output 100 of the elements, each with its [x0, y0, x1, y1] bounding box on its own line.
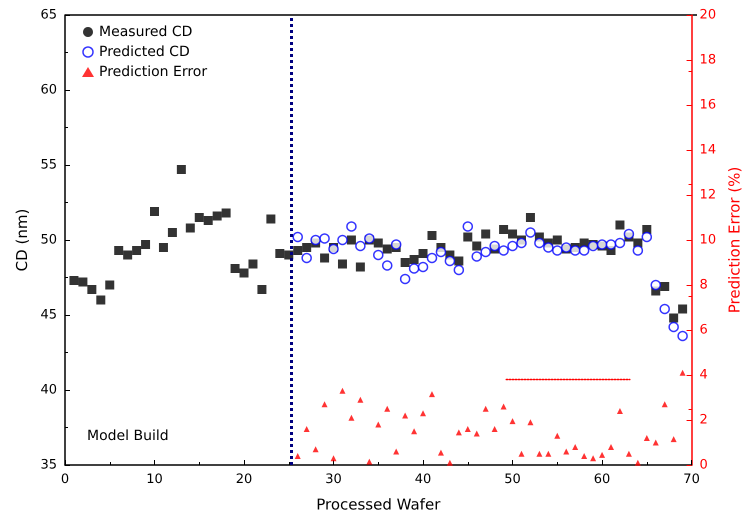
point: [578, 245, 590, 256]
point: [572, 444, 578, 450]
point: [545, 450, 552, 457]
point: [471, 251, 482, 262]
point: [426, 252, 438, 264]
point: [444, 256, 456, 266]
y2-axis-title: Prediction Error (%): [726, 166, 744, 314]
point: [373, 250, 384, 260]
point: [507, 240, 518, 252]
point: [581, 453, 588, 459]
annotation: Model Build: [87, 428, 169, 444]
x-tick-label: 70: [683, 472, 700, 487]
point: [680, 370, 686, 376]
legend-label: Prediction Error: [99, 64, 208, 80]
point: [642, 232, 652, 242]
point: [489, 240, 500, 252]
x-axis-title: Processed Wafer: [316, 496, 442, 514]
point: [552, 245, 563, 256]
y-tick-label: 60: [40, 82, 57, 98]
point: [570, 245, 580, 256]
point: [662, 401, 668, 408]
point: [596, 239, 608, 250]
point: [375, 422, 382, 428]
point: [402, 412, 408, 418]
y2-tick-label: 2: [700, 412, 708, 428]
point: [659, 304, 670, 314]
point: [390, 239, 402, 250]
point: [561, 242, 572, 253]
y2-tick-label: 16: [700, 98, 716, 112]
point: [599, 452, 606, 458]
y2-tick-label: 12: [700, 188, 716, 202]
x-tick-label: 40: [414, 472, 432, 487]
point: [366, 458, 372, 465]
point: [677, 330, 688, 342]
y2-tick-label: 10: [700, 232, 716, 248]
point: [588, 240, 598, 252]
point: [355, 240, 366, 252]
point: [616, 408, 623, 414]
point: [418, 262, 428, 272]
point: [382, 260, 392, 271]
point: [428, 391, 435, 398]
point: [518, 450, 524, 457]
y-tick-label: 45: [40, 308, 57, 322]
point: [510, 418, 516, 424]
point: [482, 406, 489, 412]
y2-tick-label: 0: [700, 458, 708, 472]
x-tick-label: 50: [504, 472, 521, 487]
x-tick-label: 20: [236, 472, 252, 487]
point: [644, 435, 650, 441]
y-tick-label: 40: [40, 382, 57, 398]
x-tick-label: 10: [146, 472, 163, 487]
point: [650, 280, 662, 290]
y2-tick-label: 8: [700, 278, 708, 292]
point: [319, 233, 330, 244]
y2-tick-label: 20: [700, 8, 716, 22]
point: [462, 221, 474, 232]
point: [364, 233, 375, 244]
point: [606, 239, 616, 250]
point: [456, 429, 462, 436]
point: [330, 455, 337, 462]
point: [438, 450, 444, 456]
point: [516, 238, 527, 248]
legend-label: Predicted CD: [99, 44, 190, 60]
point: [294, 453, 301, 459]
point: [384, 406, 390, 412]
point: [446, 460, 453, 466]
point: [411, 428, 418, 434]
point: [498, 245, 509, 256]
point: [408, 263, 420, 274]
x-tick-label: 30: [325, 472, 342, 487]
x-tick-label: 0: [60, 472, 70, 487]
point: [554, 432, 560, 439]
y-tick-label: 65: [40, 8, 57, 22]
point: [670, 436, 677, 442]
point: [492, 426, 498, 432]
y-tick-label: 50: [40, 232, 57, 248]
point: [393, 448, 400, 454]
point: [626, 450, 632, 457]
point: [420, 410, 426, 416]
point: [668, 322, 679, 332]
point: [632, 245, 644, 256]
point: [310, 234, 321, 246]
point: [292, 232, 303, 242]
point: [500, 404, 507, 410]
point: [634, 460, 641, 466]
point: [454, 264, 464, 276]
legend-label: Measured CD: [99, 24, 192, 40]
y2-tick-label: 4: [700, 368, 708, 382]
point: [527, 419, 534, 426]
point: [436, 246, 446, 258]
point: [536, 450, 542, 457]
point: [563, 448, 570, 454]
point: [464, 426, 471, 432]
y2-tick-label: 6: [700, 322, 708, 338]
point: [525, 227, 536, 238]
y2-tick-label: 18: [700, 52, 716, 68]
point: [534, 238, 545, 248]
point: [312, 446, 319, 452]
point: [590, 455, 596, 462]
point: [357, 396, 364, 403]
